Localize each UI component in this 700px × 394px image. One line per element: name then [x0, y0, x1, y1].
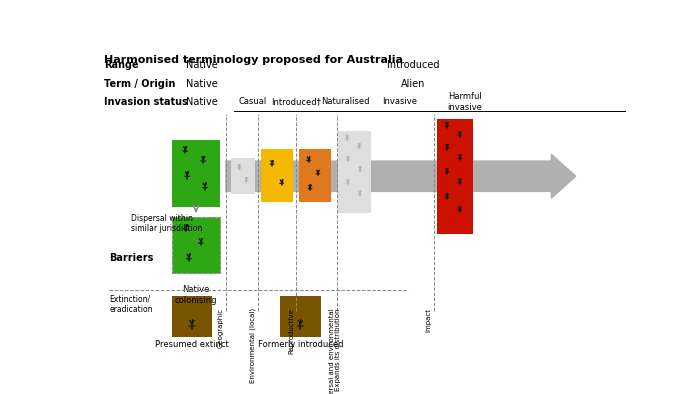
Bar: [261, 149, 293, 202]
Text: Invasive: Invasive: [382, 97, 417, 106]
Text: Presumed extinct: Presumed extinct: [155, 340, 229, 349]
Bar: [231, 158, 255, 194]
Text: Native
colonising: Native colonising: [175, 285, 217, 305]
Text: Invasion status: Invasion status: [104, 97, 188, 107]
Text: Extinction/
eradication: Extinction/ eradication: [109, 295, 153, 314]
Text: Term / Origin: Term / Origin: [104, 79, 175, 89]
FancyArrow shape: [226, 154, 575, 198]
Text: Dispersal within
similar jurisdiction: Dispersal within similar jurisdiction: [131, 214, 202, 233]
Text: Impact: Impact: [426, 308, 431, 332]
Text: Range: Range: [104, 61, 139, 71]
Bar: [172, 140, 220, 206]
Text: Harmful
invasive: Harmful invasive: [447, 92, 482, 112]
Text: Introduced†: Introduced†: [272, 97, 321, 106]
Text: Native: Native: [186, 97, 217, 107]
Text: Alien: Alien: [401, 79, 425, 89]
Text: Formerly introduced: Formerly introduced: [258, 340, 343, 349]
Text: Dispersal and environmental: Dispersal and environmental: [329, 308, 335, 394]
Bar: [280, 296, 321, 337]
Text: Geographic: Geographic: [218, 308, 224, 348]
Bar: [299, 149, 330, 202]
Text: Introduced: Introduced: [386, 61, 440, 71]
Text: Casual: Casual: [239, 97, 267, 106]
Text: Barriers: Barriers: [109, 253, 153, 263]
Text: Reproductive: Reproductive: [288, 308, 294, 354]
Bar: [338, 131, 371, 213]
Bar: [438, 119, 472, 234]
Bar: [172, 296, 212, 337]
Text: Environmental (local): Environmental (local): [250, 308, 256, 383]
Text: Native: Native: [186, 61, 217, 71]
Text: Harmonised terminology proposed for Australia: Harmonised terminology proposed for Aust…: [104, 55, 402, 65]
Text: Native: Native: [186, 79, 217, 89]
Text: Expands its distribution: Expands its distribution: [335, 308, 342, 391]
Bar: [172, 217, 220, 273]
Text: Naturalised: Naturalised: [321, 97, 370, 106]
